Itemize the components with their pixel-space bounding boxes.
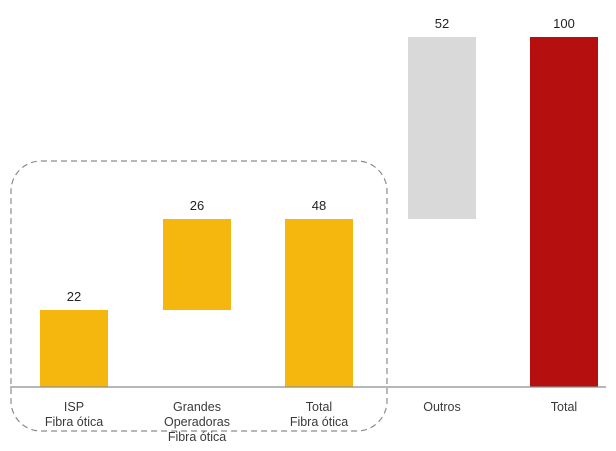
bar-1 — [163, 219, 231, 310]
category-label-0-1: Fibra ótica — [45, 415, 103, 429]
value-label-0: 22 — [67, 289, 81, 304]
category-label-2-1: Fibra ótica — [290, 415, 348, 429]
category-label-4-0: Total — [551, 400, 577, 414]
bar-2 — [285, 219, 353, 387]
bar-4 — [530, 37, 598, 387]
bar-3 — [408, 37, 476, 219]
category-label-1-0: Grandes — [173, 400, 221, 414]
category-label-0-0: ISP — [64, 400, 84, 414]
value-label-3: 52 — [435, 16, 449, 31]
value-label-2: 48 — [312, 198, 326, 213]
category-label-2-0: Total — [306, 400, 332, 414]
category-label-3-0: Outros — [423, 400, 461, 414]
bar-0 — [40, 310, 108, 387]
value-label-1: 26 — [190, 198, 204, 213]
category-label-1-2: Fibra ótica — [168, 430, 226, 444]
value-label-4: 100 — [553, 16, 575, 31]
category-label-1-1: Operadoras — [164, 415, 230, 429]
